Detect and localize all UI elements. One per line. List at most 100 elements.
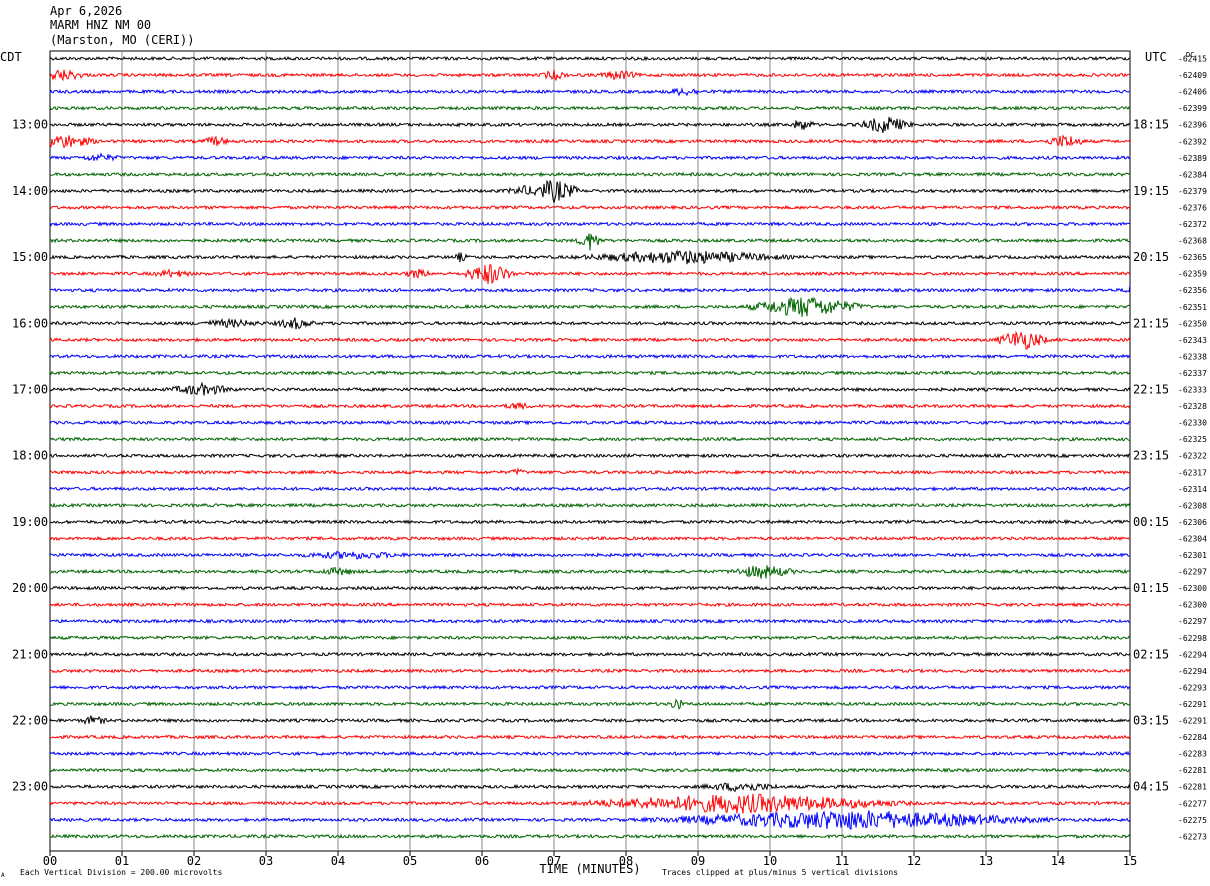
x-tick-label: 09 [691,854,705,868]
trace-line [49,233,1131,251]
dc-offset-label: -62356 [1178,286,1207,295]
dc-offset-label: -62294 [1178,650,1207,659]
trace-line [49,518,1131,525]
dc-offset-label: -62368 [1178,237,1207,246]
utc-hour-label: 04:15 [1133,780,1169,794]
trace-line [49,152,1131,162]
x-tick-label: 10 [763,854,777,868]
trace-line [49,55,1131,62]
trace-line [49,565,1131,579]
dc-offset-label: -62365 [1178,253,1207,262]
dc-offset-label: -62389 [1178,154,1207,163]
trace-line [49,284,1131,294]
x-tick-label: 02 [187,854,201,868]
dc-offset-label: -62337 [1178,369,1207,378]
x-tick-label: 14 [1051,854,1065,868]
dc-offset-label: -62297 [1178,617,1207,626]
dc-offset-label: -62298 [1178,634,1207,643]
scale-note: Each Vertical Division = 200.00 microvol… [20,868,222,877]
trace-line [49,134,1131,149]
utc-hour-label: 20:15 [1133,250,1169,264]
x-tick-label: 11 [835,854,849,868]
dc-offset-label: -62359 [1178,270,1207,279]
cdt-hour-label: 13:00 [12,118,48,132]
trace-line [49,179,1130,203]
dc-offset-label: -62293 [1178,683,1207,692]
trace-line [49,69,1131,82]
utc-hour-label: 02:15 [1133,647,1169,661]
x-tick-label: 15 [1123,854,1137,868]
dc-offset-label: -62300 [1178,601,1207,610]
trace-line [49,651,1131,658]
trace-line [49,502,1131,509]
trace-line [49,263,1131,284]
date-label: Apr 6,2026 [50,4,123,18]
utc-hour-label: 00:15 [1133,515,1169,529]
cdt-hour-label: 23:00 [12,780,48,794]
trace-line [49,734,1131,741]
cdt-hour-label: 16:00 [12,316,48,330]
trace-line [49,105,1131,112]
dc-offset-label: -62376 [1178,203,1207,212]
dc-offset-label: -62273 [1178,832,1207,841]
utc-hour-label: 21:15 [1133,316,1169,330]
utc-hour-label: 22:15 [1133,383,1169,397]
trace-line [49,684,1131,691]
cdt-hour-label: 22:00 [12,714,48,728]
trace-line [49,353,1131,360]
trace-line [49,116,1131,134]
trace-line [49,767,1131,774]
dc-offset-label: -62275 [1178,816,1207,825]
cdt-hour-label: 15:00 [12,250,48,264]
trace-line [49,330,1131,350]
dc-offset-label: -62392 [1178,137,1207,146]
dc-offset-label: -62306 [1178,518,1207,527]
dc-offset-label: -62328 [1178,402,1207,411]
dc-offset-label: -62284 [1178,733,1207,742]
x-tick-label: 13 [979,854,993,868]
utc-hour-label: 01:15 [1133,581,1169,595]
trace-line [49,467,1131,476]
dc-offset-label: -62277 [1178,799,1207,808]
dc-offset-label: -62300 [1178,584,1207,593]
utc-hour-label: 19:15 [1133,184,1169,198]
dc-offset-label: -62338 [1178,352,1207,361]
dc-offset-label: -62317 [1178,468,1207,477]
dc-offset-label: -62343 [1178,336,1207,345]
dc-offset-label: -62304 [1178,534,1207,543]
x-tick-label: 01 [115,854,129,868]
trace-line [49,535,1131,542]
dc-offset-label: -62330 [1178,419,1207,428]
trace-line [49,370,1131,376]
cdt-hour-label: 20:00 [12,581,48,595]
trace-line [49,667,1131,674]
trace-line [49,782,1131,793]
trace-line [49,585,1131,592]
dc-offset-label: -62379 [1178,187,1207,196]
trace-line [49,419,1131,426]
cdt-hour-label: 18:00 [12,449,48,463]
dc-offset-label: -62384 [1178,170,1207,179]
dc-offset-label: -62325 [1178,435,1207,444]
cdt-hour-label: 17:00 [12,383,48,397]
x-tick-label: 08 [619,854,633,868]
trace-line [49,401,1131,410]
trace-line [49,381,1131,396]
cdt-hour-label: 19:00 [12,515,48,529]
utc-hour-label: 23:15 [1133,449,1169,463]
x-tick-label: 12 [907,854,921,868]
dc-offset-label: -62314 [1178,485,1207,494]
utc-hour-label: 18:15 [1133,118,1169,132]
x-tick-label: 00 [43,854,57,868]
trace-line [49,750,1131,757]
dc-offset-label: -62301 [1178,551,1207,560]
x-tick-label: 06 [475,854,489,868]
trace-line [49,436,1131,443]
dc-offset-label: -62297 [1178,568,1207,577]
utc-hour-label: 03:15 [1133,714,1169,728]
dc-offset-label: -62294 [1178,667,1207,676]
trace-line [49,698,1131,710]
dc-label: DC [1186,51,1194,59]
trace-line [49,634,1131,641]
